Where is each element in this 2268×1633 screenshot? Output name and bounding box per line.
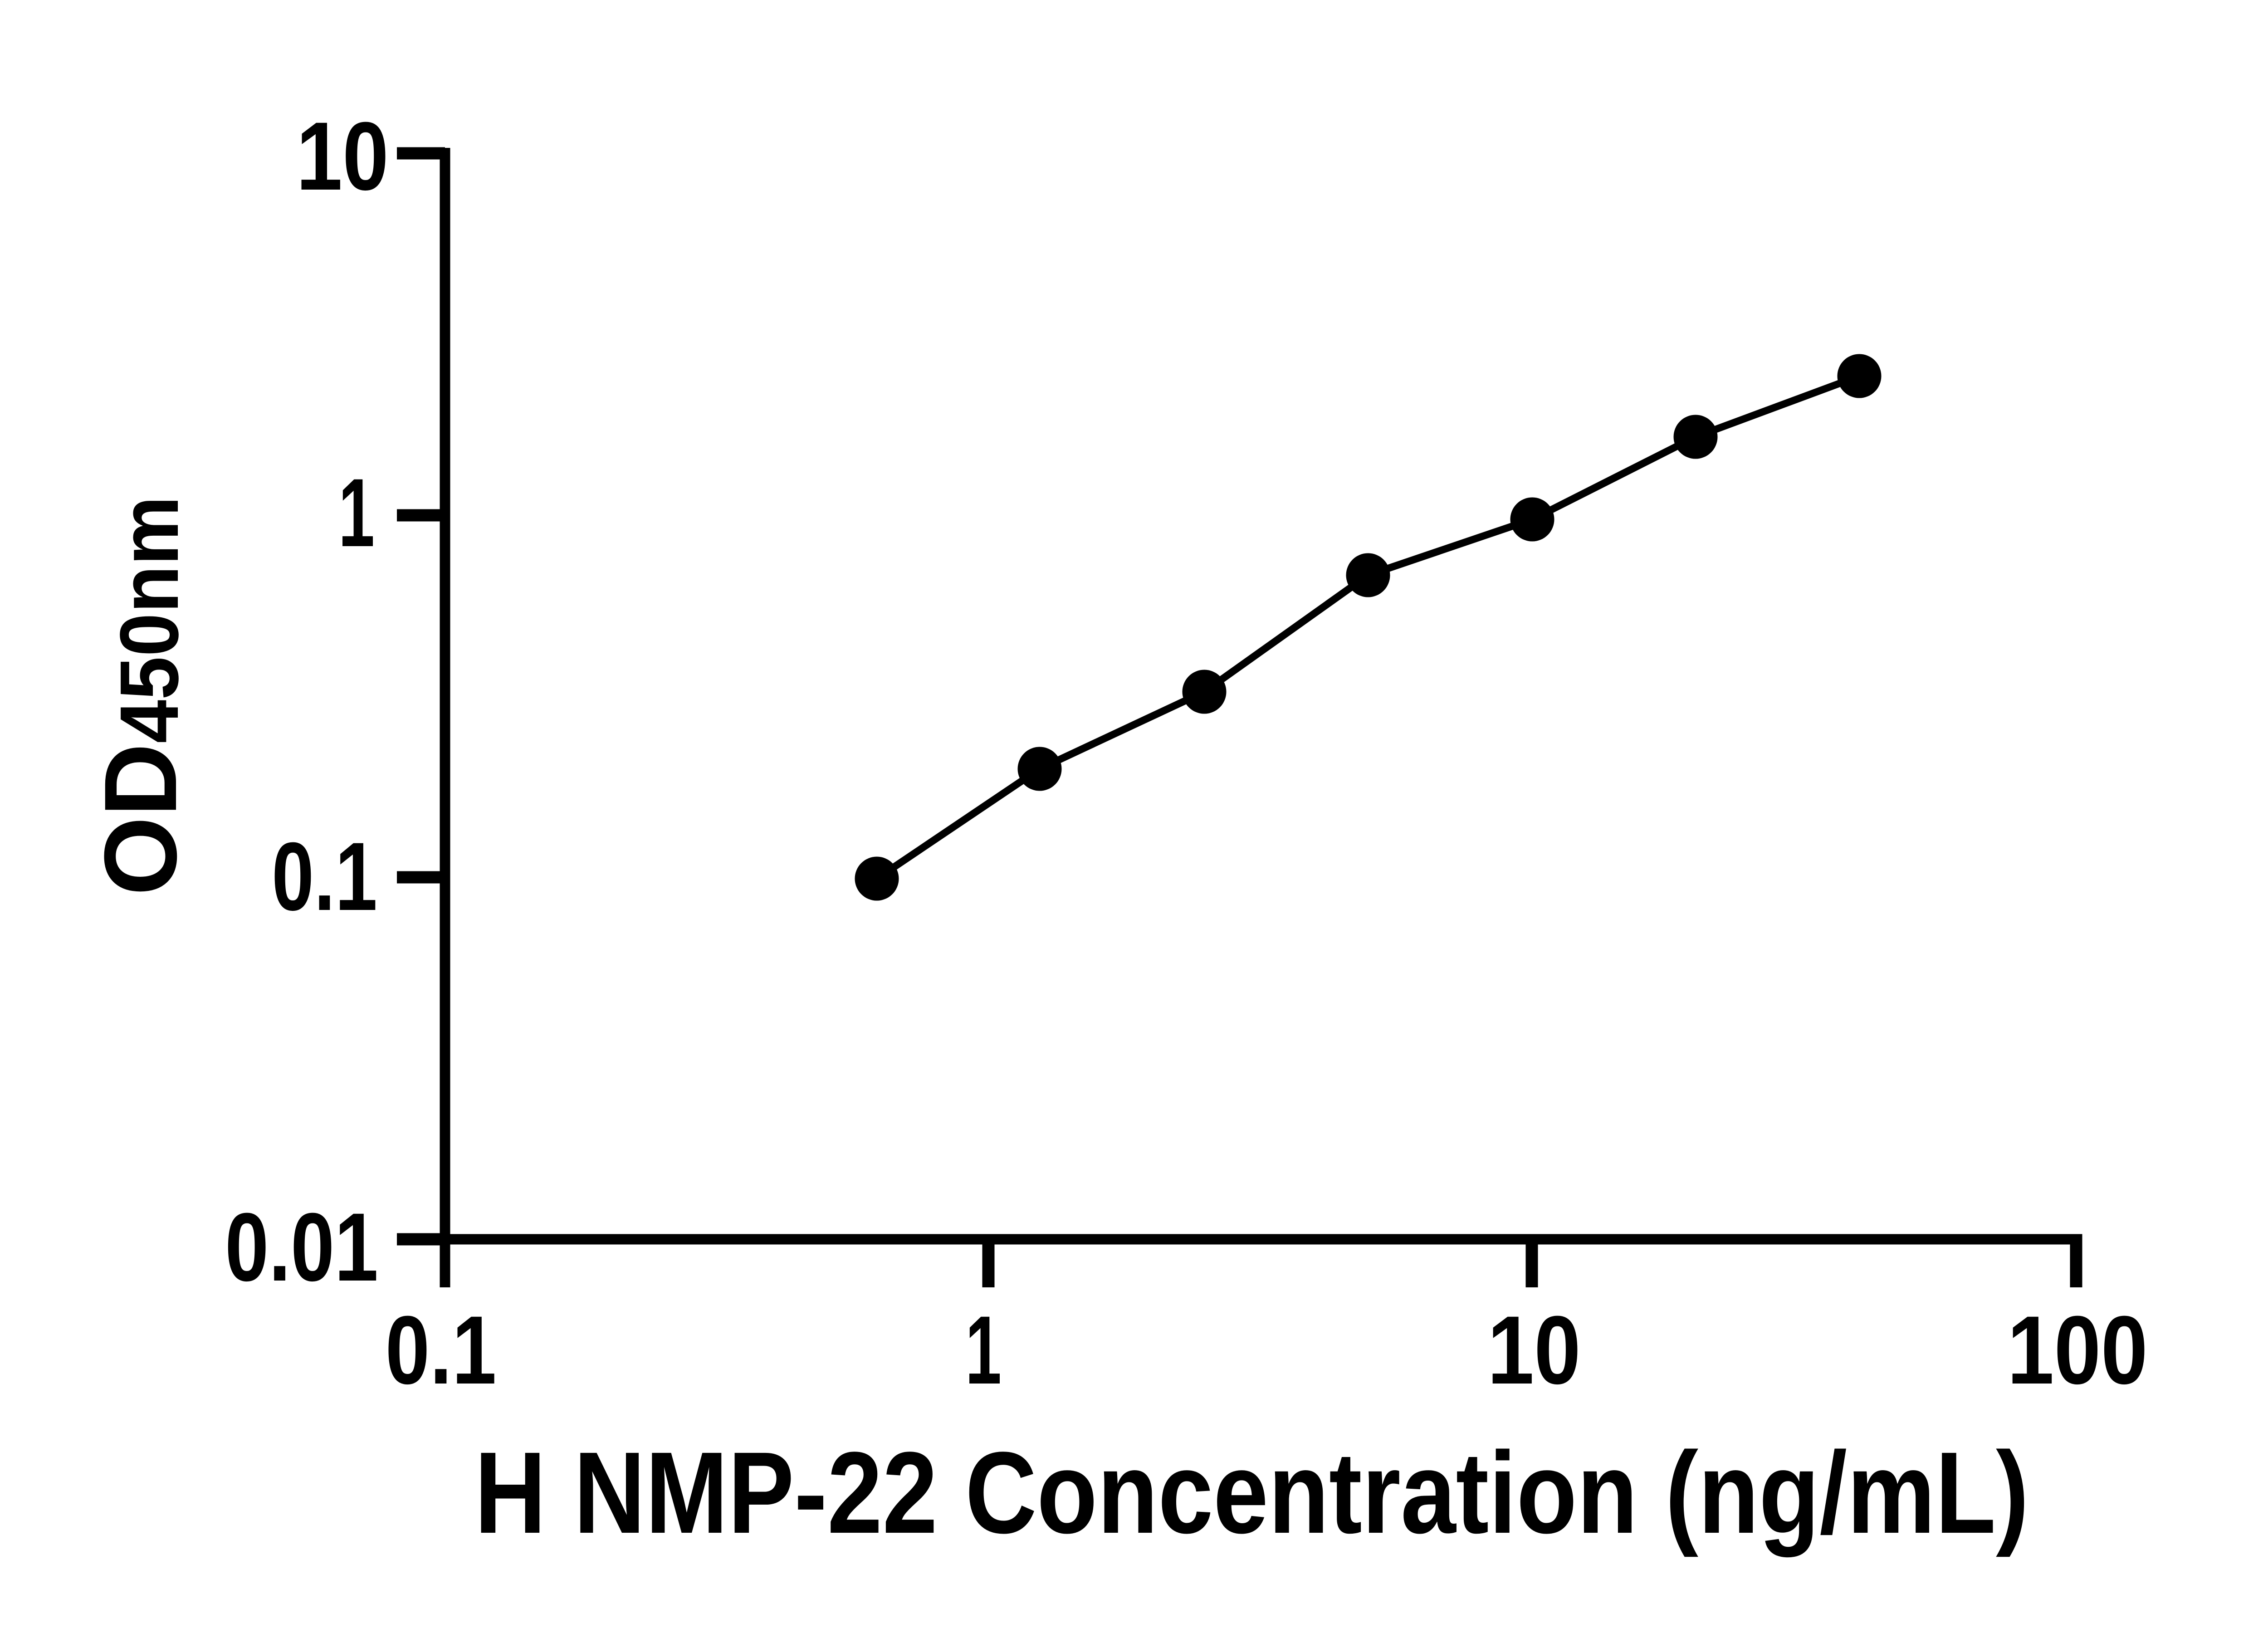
svg-text:1: 1 — [338, 459, 375, 567]
svg-text:OD450nm: OD450nm — [83, 496, 198, 896]
svg-text:0.01: 0.01 — [225, 1193, 378, 1301]
svg-text:0.1: 0.1 — [272, 822, 377, 931]
svg-text:10: 10 — [296, 102, 389, 210]
svg-text:100: 100 — [2007, 1296, 2148, 1404]
svg-text:H NMP-22 Concentration (ng/mL): H NMP-22 Concentration (ng/mL) — [474, 1428, 2029, 1558]
svg-text:0.1: 0.1 — [386, 1296, 497, 1404]
svg-text:1: 1 — [965, 1296, 1002, 1404]
svg-text:10: 10 — [1487, 1296, 1581, 1404]
